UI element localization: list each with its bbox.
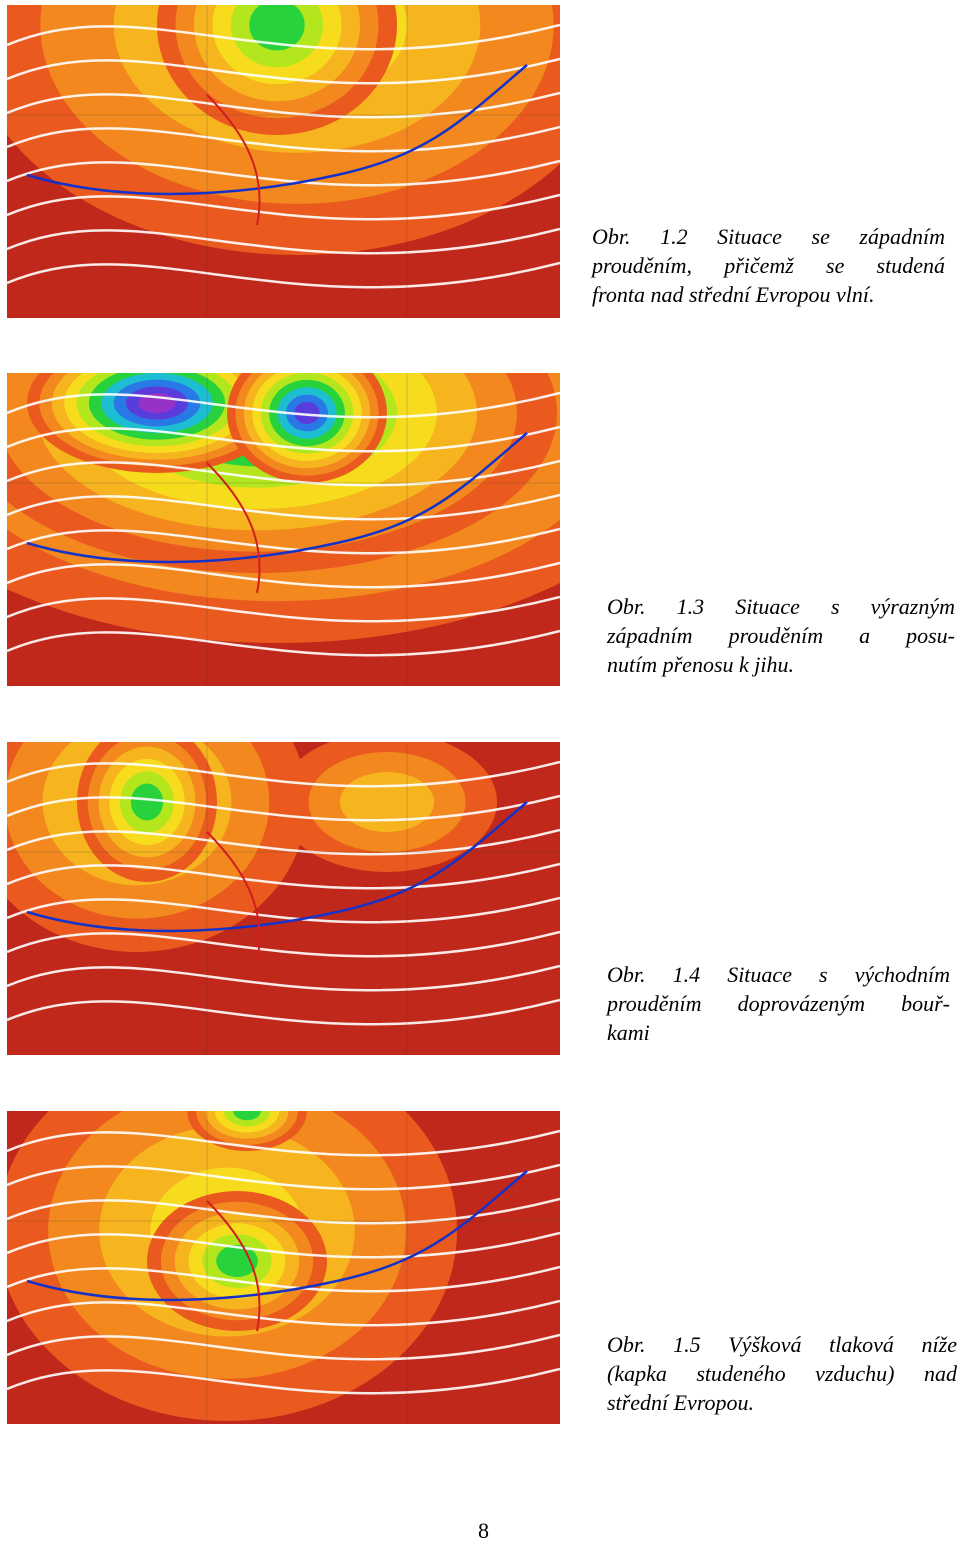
map-shape [7,159,560,187]
caption: Obr. 1.2 Situace se západním prouděním, p… [592,222,945,309]
map-shape [7,828,560,856]
map-shape [7,998,560,1026]
caption: Obr. 1.4 Situace s východním prouděním do… [607,960,950,1047]
map-shape [7,23,560,51]
caption-line: Obr. 1.2 Situace se západním [592,224,945,249]
weather-map [7,742,560,1055]
map-shape [206,1200,261,1332]
map-shape [206,94,261,226]
caption-line: střední Evropou. [607,1390,755,1415]
caption: Obr. 1.3 Situace s výrazným západním prou… [607,592,955,679]
map-shape [7,1299,560,1327]
weather-map [7,373,560,686]
map-shape [7,760,560,788]
map-shape [26,432,528,564]
map-shape [339,772,435,832]
map-shape [7,493,560,521]
map-shape [7,193,560,221]
caption-line: nutím přenosu k jihu. [607,652,794,677]
caption: Obr. 1.5 Výšková tlaková níže (kapka stud… [607,1330,957,1417]
map-shape [7,1129,560,1157]
map-shape [7,227,560,255]
weather-map [7,1111,560,1424]
map-shape [7,57,560,85]
map-shape [7,459,560,487]
caption-line: západním prouděním a posu- [607,623,955,648]
map-shape [7,1367,560,1395]
map-shape [7,261,560,289]
map-shape [7,794,560,822]
caption-line: prouděním doprovázeným bouř- [607,991,950,1016]
map-shape [7,742,560,1055]
weather-map [7,5,560,318]
map-shape [233,1111,261,1121]
map-shape [7,125,560,153]
map-shape [206,462,261,594]
caption-line: Obr. 1.4 Situace s východním [607,962,950,987]
map-shape [294,401,320,425]
map-shape [7,1163,560,1191]
caption-line: kami [607,1020,650,1045]
map-shape [7,896,560,924]
map-shape [7,1197,560,1225]
map-shape [7,425,560,453]
map-shape [26,64,528,196]
map-shape [7,1231,560,1259]
map-shape [7,527,560,555]
map-shape [7,1111,560,1424]
map-shape [7,373,560,686]
map-shape [249,5,305,51]
caption-line: Obr. 1.3 Situace s výrazným [607,594,955,619]
map-shape [7,595,560,623]
map-shape [7,862,560,890]
map-shape [7,561,560,589]
map-shape [7,1333,560,1361]
map-shape [26,801,528,933]
page-number: 8 [478,1518,489,1543]
caption-line: (kapka studeného vzduchu) nad [607,1361,957,1386]
caption-line: Obr. 1.5 Výšková tlaková níže [607,1332,957,1357]
map-shape [130,783,164,821]
map-shape [7,391,560,419]
caption-line: fronta nad střední Evropou vlní. [592,282,875,307]
map-shape [7,629,560,657]
map-shape [26,1170,528,1302]
map-shape [7,930,560,958]
map-shape [7,1265,560,1293]
map-shape [7,5,560,318]
caption-line: prouděním, přičemž se studená [592,253,945,278]
map-shape [206,831,261,963]
map-shape [7,964,560,992]
map-shape [7,91,560,119]
